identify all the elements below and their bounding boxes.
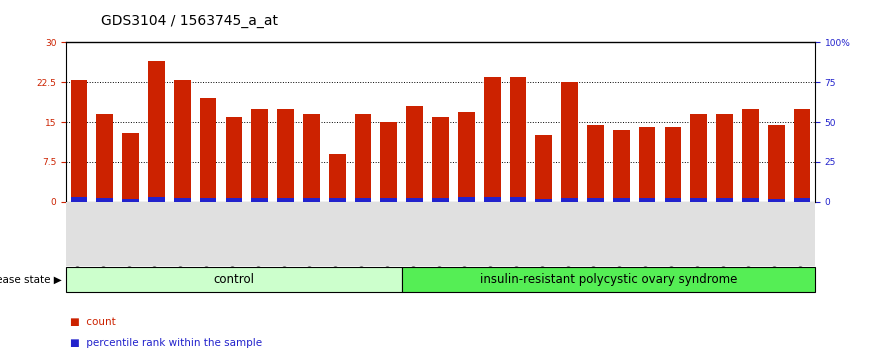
Text: insulin-resistant polycystic ovary syndrome: insulin-resistant polycystic ovary syndr…: [479, 273, 737, 286]
Bar: [70, 197, 87, 202]
Bar: [664, 198, 681, 202]
Bar: [768, 125, 785, 202]
Bar: [613, 198, 630, 202]
Bar: [174, 198, 190, 202]
Bar: [329, 154, 345, 202]
Bar: [509, 77, 526, 202]
Bar: [639, 198, 655, 202]
Bar: [402, 267, 815, 292]
Bar: [303, 198, 320, 202]
Bar: [561, 198, 578, 202]
Bar: [509, 197, 526, 202]
Bar: [148, 61, 165, 202]
Bar: [278, 109, 294, 202]
Bar: [66, 267, 402, 292]
Bar: [691, 114, 707, 202]
Bar: [716, 198, 733, 202]
Bar: [484, 197, 500, 202]
Text: ■  percentile rank within the sample: ■ percentile rank within the sample: [70, 338, 263, 348]
Bar: [122, 199, 139, 202]
Bar: [536, 135, 552, 202]
Bar: [96, 198, 113, 202]
Bar: [122, 133, 139, 202]
Bar: [226, 117, 242, 202]
Text: control: control: [213, 273, 255, 286]
Bar: [664, 127, 681, 202]
Bar: [96, 114, 113, 202]
Bar: [458, 197, 475, 202]
Bar: [432, 198, 449, 202]
Bar: [639, 127, 655, 202]
Bar: [381, 122, 397, 202]
Text: disease state ▶: disease state ▶: [0, 275, 62, 285]
Bar: [794, 198, 811, 202]
Text: ■  count: ■ count: [70, 317, 116, 327]
Bar: [355, 114, 372, 202]
Bar: [768, 199, 785, 202]
Bar: [200, 98, 217, 202]
Bar: [716, 114, 733, 202]
Bar: [432, 117, 449, 202]
Bar: [303, 114, 320, 202]
Bar: [691, 198, 707, 202]
Bar: [742, 109, 759, 202]
Bar: [251, 198, 268, 202]
Bar: [561, 82, 578, 202]
Bar: [742, 198, 759, 202]
Bar: [355, 198, 372, 202]
Bar: [794, 109, 811, 202]
Bar: [329, 198, 345, 202]
Bar: [587, 198, 603, 202]
Bar: [458, 112, 475, 202]
Bar: [200, 198, 217, 202]
Bar: [148, 197, 165, 202]
Bar: [406, 106, 423, 202]
Bar: [536, 199, 552, 202]
Bar: [484, 77, 500, 202]
Bar: [70, 80, 87, 202]
Bar: [587, 125, 603, 202]
Bar: [174, 80, 190, 202]
Bar: [278, 198, 294, 202]
Bar: [381, 198, 397, 202]
Bar: [406, 198, 423, 202]
Bar: [226, 198, 242, 202]
Bar: [251, 109, 268, 202]
Text: GDS3104 / 1563745_a_at: GDS3104 / 1563745_a_at: [101, 14, 278, 28]
Bar: [613, 130, 630, 202]
